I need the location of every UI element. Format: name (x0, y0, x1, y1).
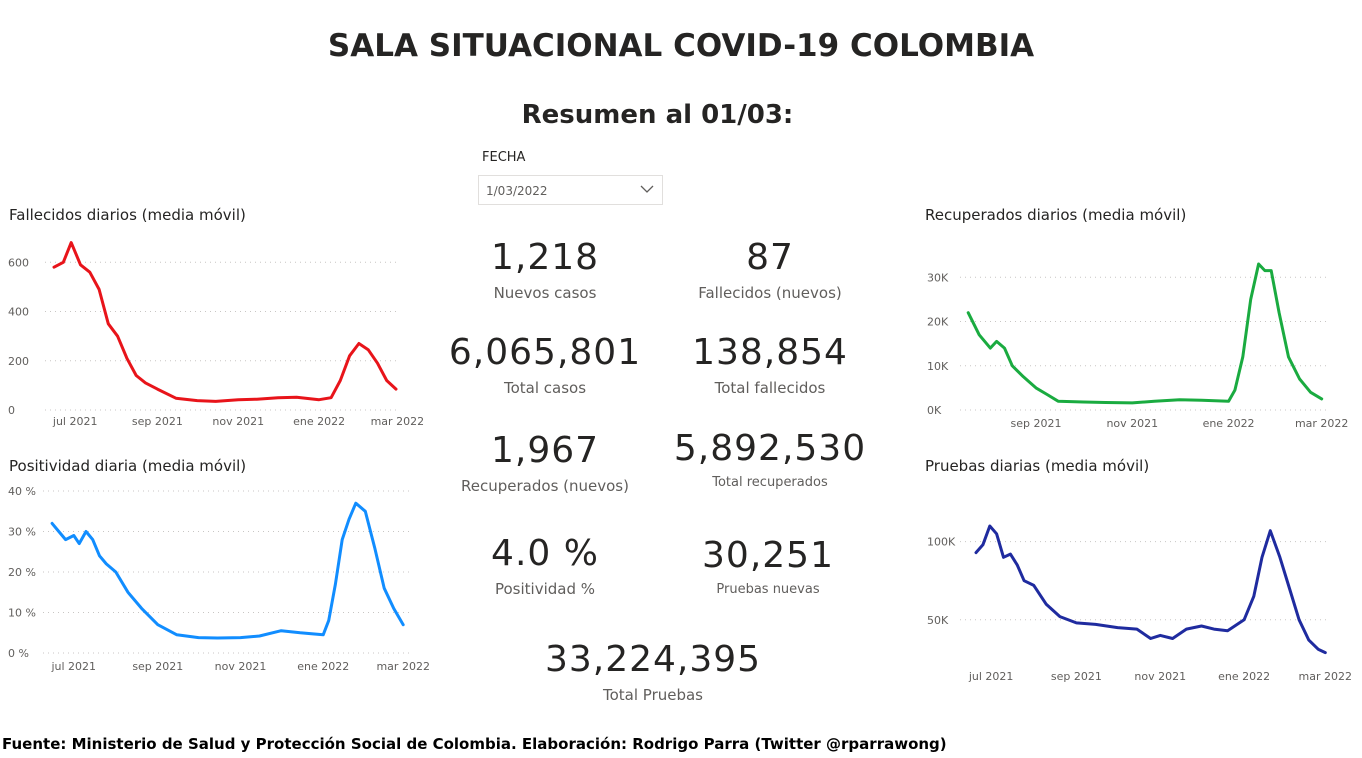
y-tick-label: 30 % (8, 526, 36, 539)
kpi-positividad: 4.0 % Positividad % (445, 533, 645, 599)
series-line (52, 241, 398, 403)
date-filter-label: FECHA (482, 150, 526, 165)
x-tick-label: ene 2022 (293, 415, 345, 428)
date-filter-dropdown[interactable]: 1/03/2022 (478, 175, 663, 205)
summary-subtitle: Resumen al 01/03: (521, 100, 794, 130)
kpi-total-casos: 6,065,801 Total casos (430, 332, 660, 398)
source-footer: Fuente: Ministerio de Salud y Protección… (2, 735, 947, 753)
x-tick-label: nov 2021 (212, 415, 264, 428)
kpi-label: Recuperados (nuevos) (461, 477, 629, 495)
kpi-value: 33,224,395 (544, 639, 762, 680)
y-tick-label: 20K (927, 316, 949, 329)
x-tick-label: nov 2021 (1134, 670, 1186, 683)
x-tick-label: mar 2022 (1299, 670, 1352, 683)
kpi-value: 1,967 (490, 430, 600, 471)
chart-title-pruebas: Pruebas diarias (media móvil) (925, 457, 1150, 475)
recuperados-line-chart: 0K 10K 20K 30K sep 2021 nov 2021 ene 2022 mar 2… (927, 262, 1348, 430)
series-line (966, 262, 1324, 405)
kpi-label: Fallecidos (nuevos) (698, 284, 842, 302)
kpi-recuperados-nuevos: 1,967 Recuperados (nuevos) (430, 430, 660, 496)
kpi-label: Total Pruebas (602, 686, 703, 704)
kpi-value: 4.0 % (491, 533, 599, 574)
kpi-label: Total casos (503, 379, 587, 397)
x-tick-label: nov 2021 (1106, 417, 1158, 430)
kpi-value: 1,218 (490, 237, 600, 278)
x-tick-label: ene 2022 (297, 660, 349, 673)
y-tick-label: 200 (8, 355, 29, 368)
y-tick-label: 20 % (8, 566, 36, 579)
x-tick-label: jul 2021 (968, 670, 1014, 683)
x-tick-label: sep 2021 (1051, 670, 1102, 683)
chevron-down-icon (640, 185, 654, 193)
kpi-total-pruebas: 33,224,395 Total Pruebas (538, 639, 768, 705)
kpi-value: 138,854 (692, 332, 848, 373)
kpi-value: 5,892,530 (673, 428, 867, 469)
kpi-label: Total fallecidos (714, 379, 826, 397)
x-tick-label: sep 2021 (132, 415, 183, 428)
series-line (974, 524, 1327, 655)
y-tick-label: 600 (8, 256, 29, 269)
y-tick-label: 10 % (8, 607, 36, 620)
y-tick-label: 100K (927, 536, 956, 549)
date-filter-value: 1/03/2022 (486, 184, 548, 198)
kpi-total-recuperados: 5,892,530 Total recuperados (655, 428, 885, 491)
x-tick-label: mar 2022 (1295, 417, 1348, 430)
kpi-pruebas-nuevas: 30,251 Pruebas nuevas (668, 535, 868, 598)
y-tick-label: 400 (8, 306, 29, 319)
y-tick-label: 0 (8, 404, 15, 417)
chart-title-fallecidos: Fallecidos diarios (media móvil) (9, 206, 246, 224)
x-tick-label: nov 2021 (215, 660, 267, 673)
y-tick-label: 40 % (8, 485, 36, 498)
kpi-label: Total recuperados (712, 475, 828, 490)
kpi-nuevos-casos: 1,218 Nuevos casos (445, 237, 645, 303)
x-tick-label: mar 2022 (371, 415, 424, 428)
y-tick-label: 10K (927, 360, 949, 373)
y-tick-label: 0K (927, 404, 942, 417)
kpi-value: 87 (746, 237, 794, 278)
kpi-total-fallecidos: 138,854 Total fallecidos (655, 332, 885, 398)
kpi-value: 6,065,801 (448, 332, 642, 373)
chart-title-positividad: Positividad diaria (media móvil) (9, 457, 247, 475)
x-tick-label: jul 2021 (50, 660, 96, 673)
x-tick-label: jul 2021 (52, 415, 98, 428)
kpi-fallecidos-nuevos: 87 Fallecidos (nuevos) (670, 237, 870, 303)
pruebas-line-chart: 50K 100K jul 2021 sep 2021 nov 2021 ene 2022 m… (927, 524, 1352, 683)
positividad-line-chart: 0 % 10 % 20 % 30 % 40 % jul 2021 sep 2021 nov 2… (8, 485, 430, 673)
kpi-label: Nuevos casos (493, 284, 597, 302)
kpi-value: 30,251 (702, 535, 834, 576)
fallecidos-line-chart: 0 200 400 600 jul 2021 sep 2021 nov 2021 ene 20… (8, 241, 424, 428)
y-tick-label: 30K (927, 271, 949, 284)
y-tick-label: 0 % (8, 647, 29, 660)
chart-title-recuperados: Recuperados diarios (media móvil) (925, 206, 1187, 224)
kpi-label: Positividad % (494, 580, 596, 598)
x-tick-label: ene 2022 (1203, 417, 1255, 430)
kpi-label: Pruebas nuevas (716, 582, 820, 597)
page-title: SALA SITUACIONAL COVID-19 COLOMBIA (327, 28, 1035, 64)
x-tick-label: ene 2022 (1218, 670, 1270, 683)
y-tick-label: 50K (927, 614, 949, 627)
x-tick-label: sep 2021 (1011, 417, 1062, 430)
x-tick-label: sep 2021 (132, 660, 183, 673)
series-line (50, 501, 405, 640)
x-tick-label: mar 2022 (376, 660, 429, 673)
